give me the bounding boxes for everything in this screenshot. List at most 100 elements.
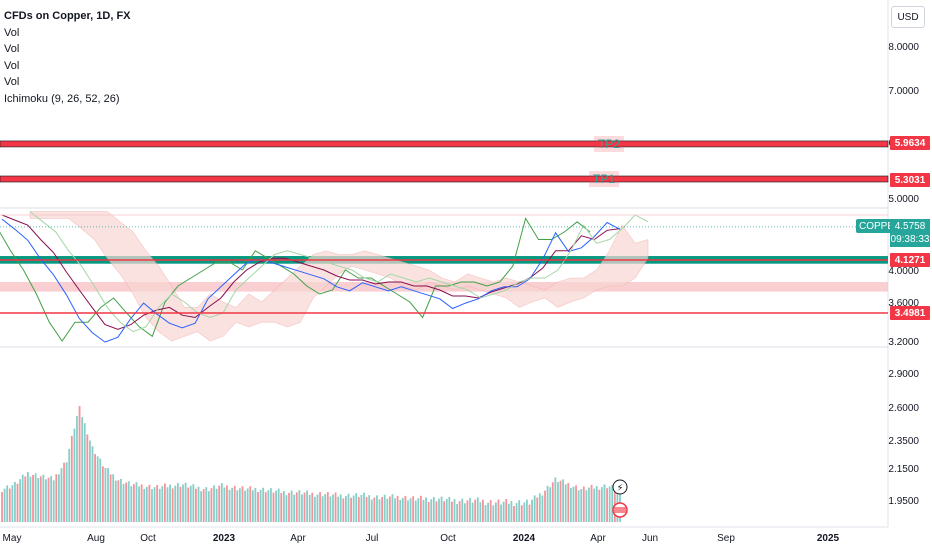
- volume-bar: [308, 494, 311, 522]
- currency-button[interactable]: USD: [891, 6, 925, 28]
- volume-bar: [376, 495, 378, 522]
- volume-bar: [469, 497, 471, 522]
- volume-bar: [179, 486, 182, 522]
- volume-bar: [213, 485, 215, 522]
- x-tick-label: Jul: [366, 533, 379, 544]
- volume-bar: [342, 498, 345, 522]
- volume-bar: [171, 488, 174, 522]
- volume-bar: [422, 499, 425, 522]
- indicator-vol-1[interactable]: Vol: [4, 26, 20, 39]
- x-tick-label: Oct: [440, 533, 456, 544]
- indicator-ichimoku[interactable]: Ichimoku (9, 26, 52, 26): [4, 92, 120, 105]
- ichimoku-lagging-span-line: [0, 217, 591, 342]
- volume-bar: [388, 496, 391, 522]
- volume-bar: [29, 476, 32, 522]
- volume-bar: [267, 490, 270, 522]
- x-tick-label: Apr: [290, 533, 306, 544]
- volume-bar: [63, 462, 65, 522]
- x-tick-label: 2023: [213, 533, 236, 544]
- volume-bar: [148, 484, 151, 522]
- x-tick-label: Oct: [140, 533, 156, 544]
- level-line-tp2[interactable]: [0, 140, 889, 148]
- volume-bar: [600, 487, 603, 522]
- volume-bar: [538, 493, 541, 522]
- volume-bar: [195, 488, 197, 522]
- volume-bar: [500, 504, 502, 522]
- volume-bar: [117, 480, 120, 522]
- volume-bar: [492, 505, 495, 522]
- volume-bar: [407, 500, 409, 522]
- tp2-annotation[interactable]: TP2: [594, 136, 625, 152]
- tp1-annotation[interactable]: TP1: [589, 171, 620, 187]
- y-tick-label: 8.0000: [888, 42, 919, 53]
- volume-bar: [507, 503, 510, 522]
- volume-bar: [365, 497, 368, 522]
- volume-bar: [99, 458, 102, 522]
- chart-title[interactable]: CFDs on Copper, 1D, FX: [4, 10, 131, 22]
- volume-bar: [282, 490, 285, 522]
- volume-bar: [132, 484, 135, 522]
- volume-bar: [316, 494, 319, 522]
- volume-bar: [24, 476, 27, 522]
- volume-bar: [94, 454, 96, 522]
- volume-bar: [391, 494, 394, 522]
- volume-bar: [207, 491, 210, 522]
- volume-bar: [347, 493, 350, 522]
- volume-bar: [417, 498, 420, 522]
- volume-bar: [580, 489, 583, 522]
- indicator-vol-3[interactable]: Vol: [4, 59, 20, 72]
- volume-bar: [544, 490, 546, 522]
- current-price-label: 4.5758 09:38:33: [890, 219, 930, 247]
- volume-bar: [373, 497, 376, 522]
- volume-bar: [399, 500, 402, 522]
- indicator-vol-2[interactable]: Vol: [4, 43, 20, 55]
- indicator-vol-4[interactable]: Vol: [4, 76, 20, 88]
- y-tick-label: 4.0000: [888, 266, 919, 277]
- level-line-tp1[interactable]: [0, 175, 889, 183]
- volume-bar: [26, 471, 29, 522]
- volume-bar: [112, 474, 115, 522]
- volume-bar: [42, 474, 45, 522]
- dividend-event-icon[interactable]: [612, 479, 628, 495]
- volume-bar: [184, 482, 187, 522]
- level-support1-price-label: 4.1271: [890, 253, 930, 267]
- volume-bar: [101, 466, 104, 522]
- volume-bar: [205, 487, 208, 522]
- volume-bar: [125, 482, 128, 522]
- volume-bar: [86, 434, 89, 522]
- volume-bar: [174, 485, 177, 522]
- x-tick-label: 2025: [817, 533, 840, 544]
- volume-bar: [520, 505, 523, 522]
- volume-bar: [166, 487, 169, 522]
- volume-bar: [262, 487, 265, 522]
- volume-bar: [386, 498, 389, 522]
- y-tick-label: 1.9500: [888, 496, 919, 507]
- volume-bar: [443, 501, 446, 522]
- volume-bar: [130, 486, 133, 522]
- ichimoku-cloud: [29, 211, 649, 342]
- volume-bar: [311, 492, 314, 522]
- volume-bar: [60, 468, 63, 522]
- volume-bar: [368, 495, 371, 522]
- x-tick-label: Aug: [87, 533, 105, 544]
- volume-bar: [357, 497, 360, 522]
- volume-bar: [412, 496, 415, 522]
- volume-bar: [288, 492, 290, 522]
- volume-bar: [14, 481, 16, 522]
- volume-bar: [70, 435, 73, 522]
- volume-bar: [551, 482, 554, 522]
- volume-bar: [293, 494, 296, 522]
- volume-bar: [345, 496, 347, 522]
- volume-bar: [523, 502, 526, 522]
- volume-bar: [189, 485, 192, 522]
- x-tick-label: Jun: [642, 533, 658, 544]
- volume-bar: [295, 492, 298, 522]
- volume-bar: [241, 486, 244, 522]
- volume-bar: [471, 502, 474, 522]
- volume-bar: [259, 489, 262, 522]
- volume-bar: [21, 474, 24, 522]
- volume-bar: [238, 488, 241, 522]
- volume-bar: [518, 500, 521, 522]
- volume-bars: [1, 405, 621, 522]
